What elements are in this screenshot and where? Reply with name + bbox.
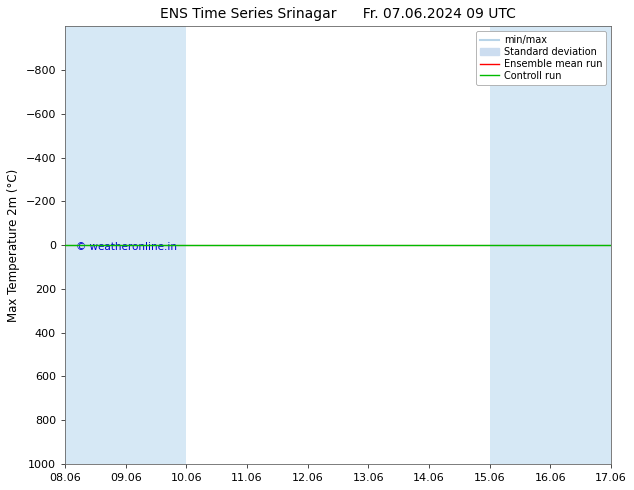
- Bar: [550, 26, 611, 464]
- Bar: [126, 26, 186, 464]
- Legend: min/max, Standard deviation, Ensemble mean run, Controll run: min/max, Standard deviation, Ensemble me…: [476, 31, 606, 85]
- Text: © weatheronline.in: © weatheronline.in: [76, 243, 177, 252]
- Bar: [65, 26, 126, 464]
- Y-axis label: Max Temperature 2m (°C): Max Temperature 2m (°C): [7, 169, 20, 322]
- Bar: [490, 26, 550, 464]
- Title: ENS Time Series Srinagar      Fr. 07.06.2024 09 UTC: ENS Time Series Srinagar Fr. 07.06.2024 …: [160, 7, 516, 21]
